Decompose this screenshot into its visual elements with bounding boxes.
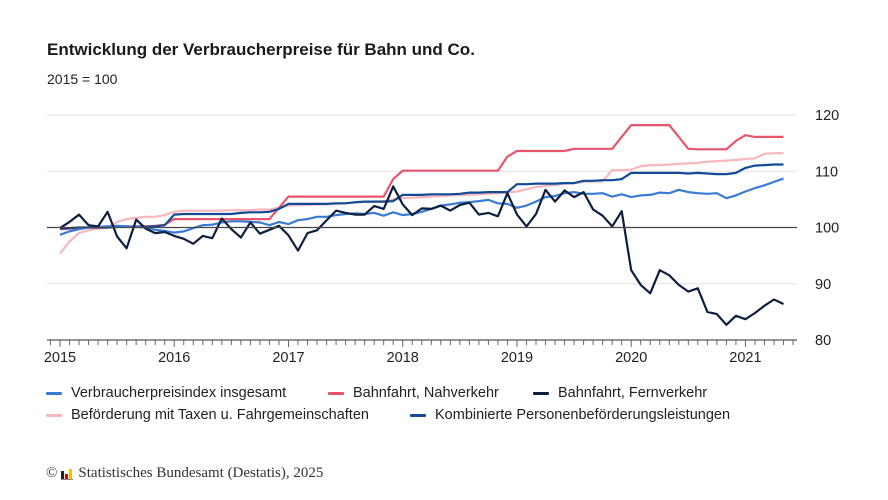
chart-title: Entwicklung der Verbraucherpreise für Ba…	[47, 40, 475, 59]
legend-label: Bahnfahrt, Nahverkehr	[353, 385, 499, 401]
chart-subtitle: 2015 = 100	[47, 71, 118, 87]
source-footer: © Statistisches Bundesamt (Destatis), 20…	[46, 465, 323, 482]
legend-label: Verbraucherpreisindex insgesamt	[71, 385, 287, 401]
y-tick-label: 100	[815, 221, 839, 237]
legend-label: Kombinierte Personenbeförderungsleistung…	[435, 407, 731, 423]
x-tick-label: 2015	[44, 350, 76, 366]
legend-item-kombiniert: Kombinierte Personenbeförderungsleistung…	[410, 407, 730, 423]
copyright-symbol: ©	[46, 465, 58, 481]
x-tick-label: 2021	[729, 350, 761, 366]
series-line-0	[59, 177, 784, 236]
x-tick-label: 2016	[158, 350, 190, 366]
series-line-4	[59, 163, 784, 230]
x-tick-label: 2017	[272, 350, 304, 366]
legend-swatch	[46, 391, 62, 395]
series-line-3	[59, 152, 784, 255]
legend-item-nahverkehr: Bahnfahrt, Nahverkehr	[328, 385, 499, 401]
series-line-1	[59, 123, 784, 231]
legend-label: Bahnfahrt, Fernverkehr	[558, 385, 708, 401]
y-tick-label: 80	[815, 333, 831, 349]
legend-item-taxen: Beförderung mit Taxen u. Fahrgemeinschaf…	[46, 407, 369, 423]
legend-label: Beförderung mit Taxen u. Fahrgemeinschaf…	[71, 407, 369, 423]
y-tick-label: 120	[815, 108, 839, 124]
x-tick-label: 2019	[501, 350, 533, 366]
source-text: Statistisches Bundesamt (Destatis), 2025	[78, 465, 324, 481]
legend-swatch	[410, 413, 426, 417]
legend-swatch	[533, 391, 549, 395]
x-tick-label: 2020	[615, 350, 647, 366]
y-tick-label: 90	[815, 277, 831, 293]
y-tick-label: 110	[815, 164, 838, 180]
destatis-logo-icon	[61, 468, 74, 480]
x-tick-label: 2018	[387, 350, 419, 366]
legend-swatch	[46, 413, 62, 417]
legend-item-fernverkehr: Bahnfahrt, Fernverkehr	[533, 385, 707, 401]
legend-swatch	[328, 391, 344, 395]
legend-item-cpi: Verbraucherpreisindex insgesamt	[46, 385, 286, 401]
series-line-2	[59, 185, 784, 326]
